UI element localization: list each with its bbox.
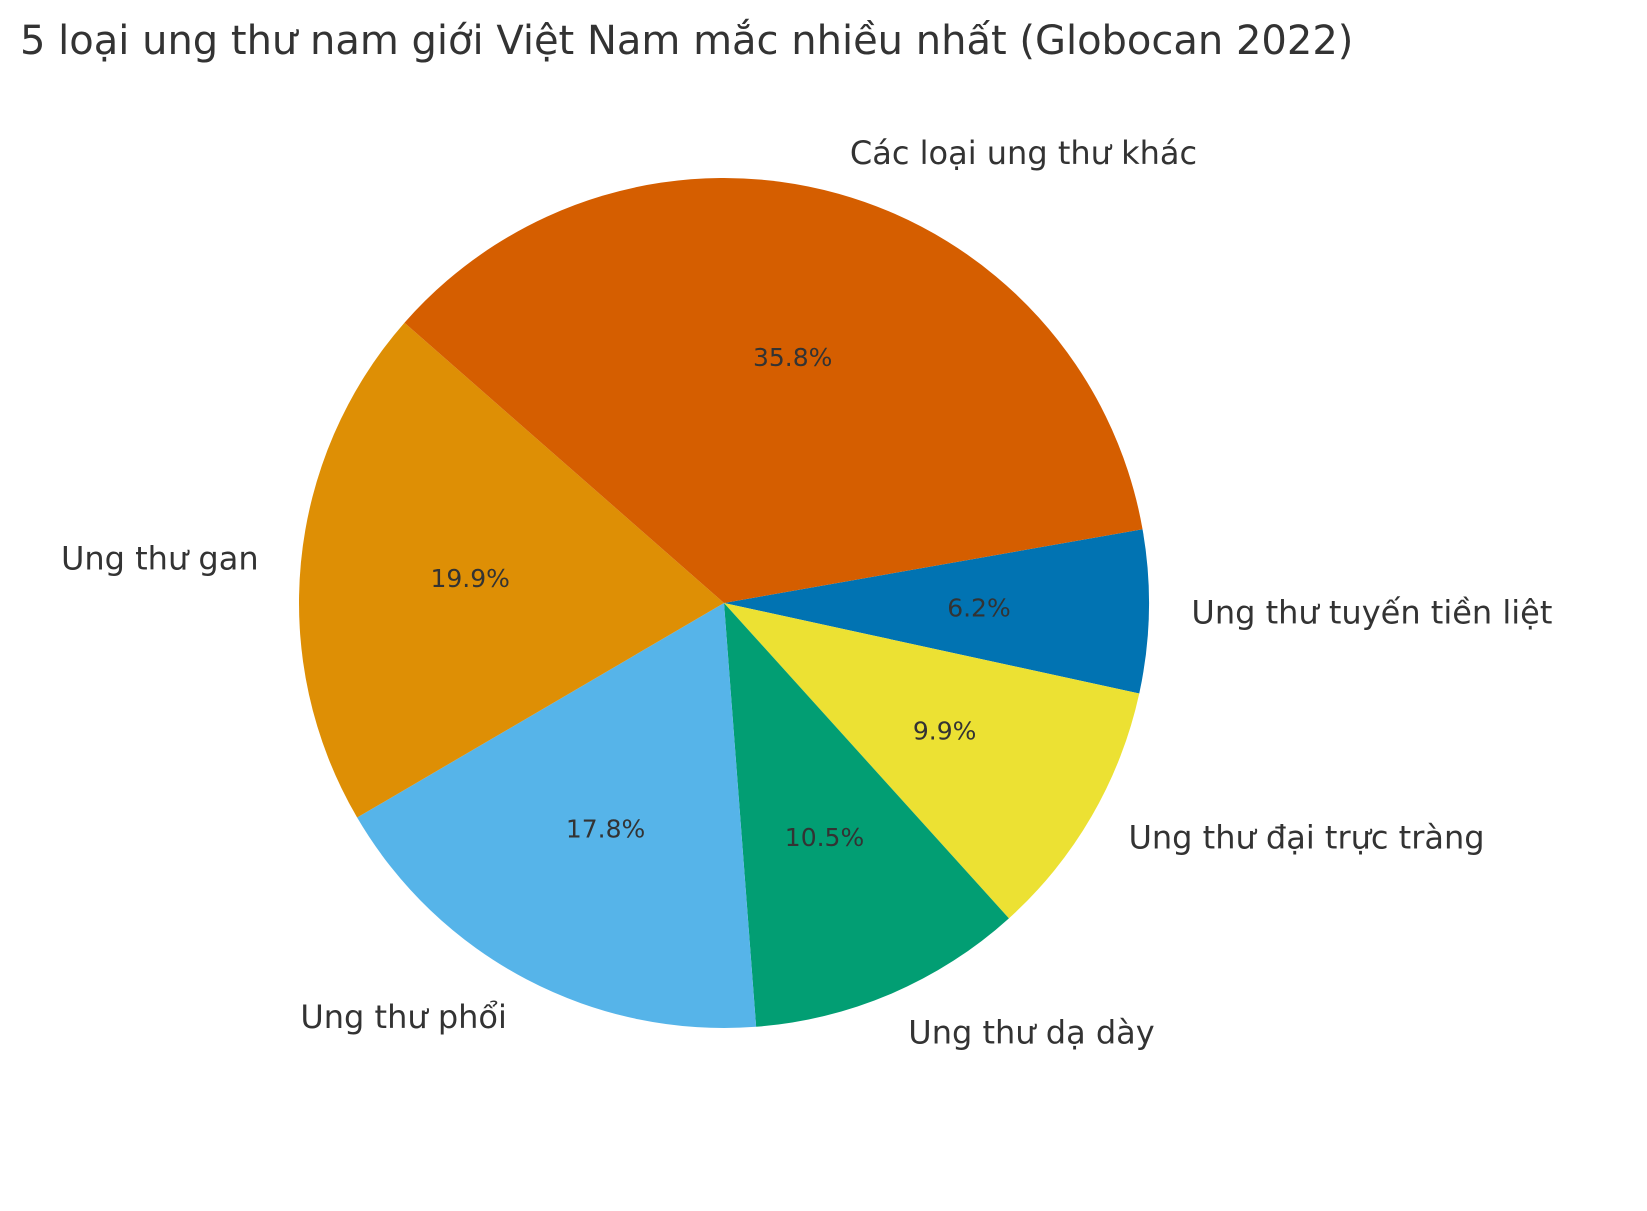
pie-slice-ung-thu-gan — [298, 322, 724, 818]
percent-label: 19.9% — [430, 564, 509, 593]
pie-slice-ung-thu-da-day — [724, 603, 1009, 1027]
percent-label: 6.2% — [947, 594, 1011, 623]
slice-label: Ung thư phổi — [300, 998, 507, 1036]
slice-label: Ung thư đại trực tràng — [1128, 818, 1484, 856]
percent-label: 9.9% — [913, 716, 977, 745]
category-labels: Ung thư tuyến tiền liệt Ung thư đại trực … — [61, 134, 1552, 1052]
pie-slice-ung-thu-phoi — [357, 603, 757, 1028]
slice-label: Các loại ung thư khác — [850, 134, 1197, 172]
pie-slice-ung-thu-dai-truc-trang — [724, 603, 1140, 919]
slice-label: Ung thư tuyến tiền liệt — [1191, 593, 1552, 631]
percent-label: 17.8% — [566, 814, 645, 843]
pie-slice-cac-loai-ung-thu-khac — [404, 177, 1143, 603]
percent-label: 10.5% — [785, 823, 864, 852]
percent-label: 35.8% — [753, 343, 832, 372]
slice-label: Ung thư dạ dày — [908, 1014, 1154, 1052]
chart-title: 5 loại ung thư nam giới Việt Nam mắc nhi… — [20, 18, 1354, 64]
slice-label: Ung thư gan — [61, 539, 259, 577]
pie-slice-ung-thu-tuyen-tien-liet — [724, 529, 1149, 694]
percent-labels: 6.2% 9.9% 10.5% 17.8% 19.9% 35.8% — [430, 343, 1010, 852]
pie-slices — [298, 177, 1149, 1028]
